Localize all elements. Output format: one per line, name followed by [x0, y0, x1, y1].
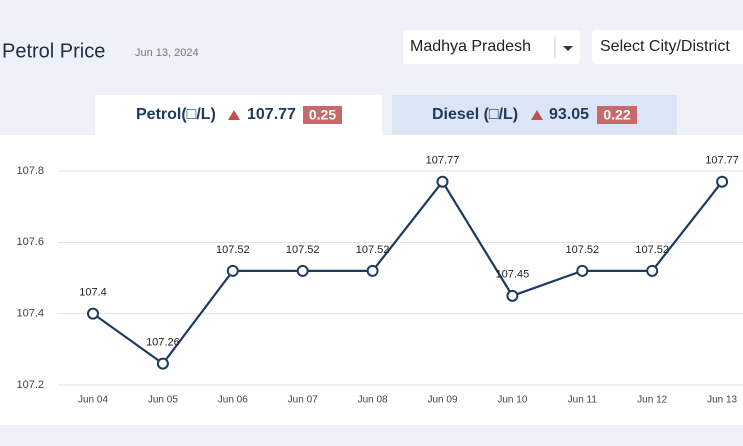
city-dropdown[interactable]: Select City/District — [592, 30, 743, 64]
change-badge — [597, 106, 637, 124]
x-tick-label: Jun 10 — [497, 395, 527, 406]
x-tick-label: Jun 11 — [568, 395, 598, 406]
tab-label[interactable]: Diesel (□/L) — [432, 106, 518, 123]
chart-area — [0, 135, 743, 425]
tab-price: 107.77 — [247, 106, 296, 123]
x-tick-label: Jun 09 — [427, 395, 457, 406]
value-label: 107.77 — [705, 155, 739, 167]
x-tick-label: Jun 08 — [358, 395, 388, 406]
value-label: 107.77 — [426, 155, 460, 167]
page-title: Petrol Price — [2, 40, 105, 62]
point — [646, 264, 659, 277]
y-tick-label: 107.8 — [16, 165, 44, 177]
change-badge — [303, 106, 342, 124]
point — [156, 357, 169, 370]
value-label: 107.52 — [356, 244, 390, 256]
date: Jun 13, 2024 — [135, 47, 199, 59]
y-tick-label: 107.4 — [16, 308, 44, 320]
diesel-tab[interactable]: Diesel (□/L) 93.05 0.22 — [392, 95, 677, 135]
value-label: 107.52 — [565, 244, 599, 256]
dropdown-text[interactable]: Select City/District — [600, 38, 730, 55]
point — [506, 289, 519, 302]
x-tick-label: Jun 13 — [707, 395, 737, 406]
tab-label[interactable]: Petrol(□/L) — [136, 106, 216, 123]
value-label: 107.52 — [286, 244, 320, 256]
point — [226, 264, 239, 277]
x-tick-label: Jun 04 — [78, 395, 108, 406]
x-tick-label: Jun 05 — [148, 395, 178, 406]
point — [296, 264, 309, 277]
point — [716, 175, 729, 188]
state-dropdown[interactable]: Madhya Pradesh — [403, 30, 580, 64]
y-tick-label: 107.2 — [16, 379, 44, 391]
x-tick-label: Jun 12 — [637, 395, 667, 406]
point — [436, 175, 449, 188]
x-tick-label: Jun 07 — [288, 395, 318, 406]
value-label: 107.52 — [635, 244, 669, 256]
value-label: 107.4 — [79, 287, 107, 299]
tab-change: 0.22 — [603, 107, 630, 123]
point — [576, 264, 589, 277]
x-tick-label: Jun 06 — [218, 395, 248, 406]
petrol-tab[interactable]: Petrol(□/L) 107.77 0.25 — [95, 95, 382, 137]
line — [92, 179, 723, 366]
up-arrow — [531, 110, 543, 120]
tab-price: 93.05 — [549, 106, 589, 123]
dropdown-box[interactable] — [403, 30, 580, 64]
dropdown-text[interactable]: Madhya Pradesh — [410, 38, 531, 55]
value-label: 107.52 — [216, 244, 250, 256]
tab-change: 0.25 — [309, 107, 336, 123]
dropdown-box[interactable] — [592, 30, 743, 64]
point — [366, 264, 379, 277]
y-tick-label: 107.6 — [16, 236, 44, 248]
point — [87, 307, 99, 320]
up-arrow — [228, 110, 240, 120]
chart: 107.2 107.4 107.6 107.8 Jun 04 Jun 05 Jun 06 Ju… — [16, 155, 743, 406]
value-label: 107.45 — [496, 269, 530, 281]
value-label: 107.26 — [146, 337, 180, 349]
caret[interactable] — [563, 46, 573, 51]
